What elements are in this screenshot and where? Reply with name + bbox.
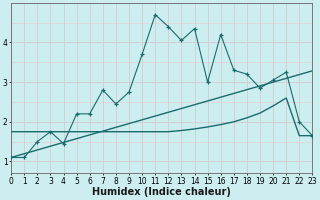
X-axis label: Humidex (Indice chaleur): Humidex (Indice chaleur) <box>92 187 231 197</box>
